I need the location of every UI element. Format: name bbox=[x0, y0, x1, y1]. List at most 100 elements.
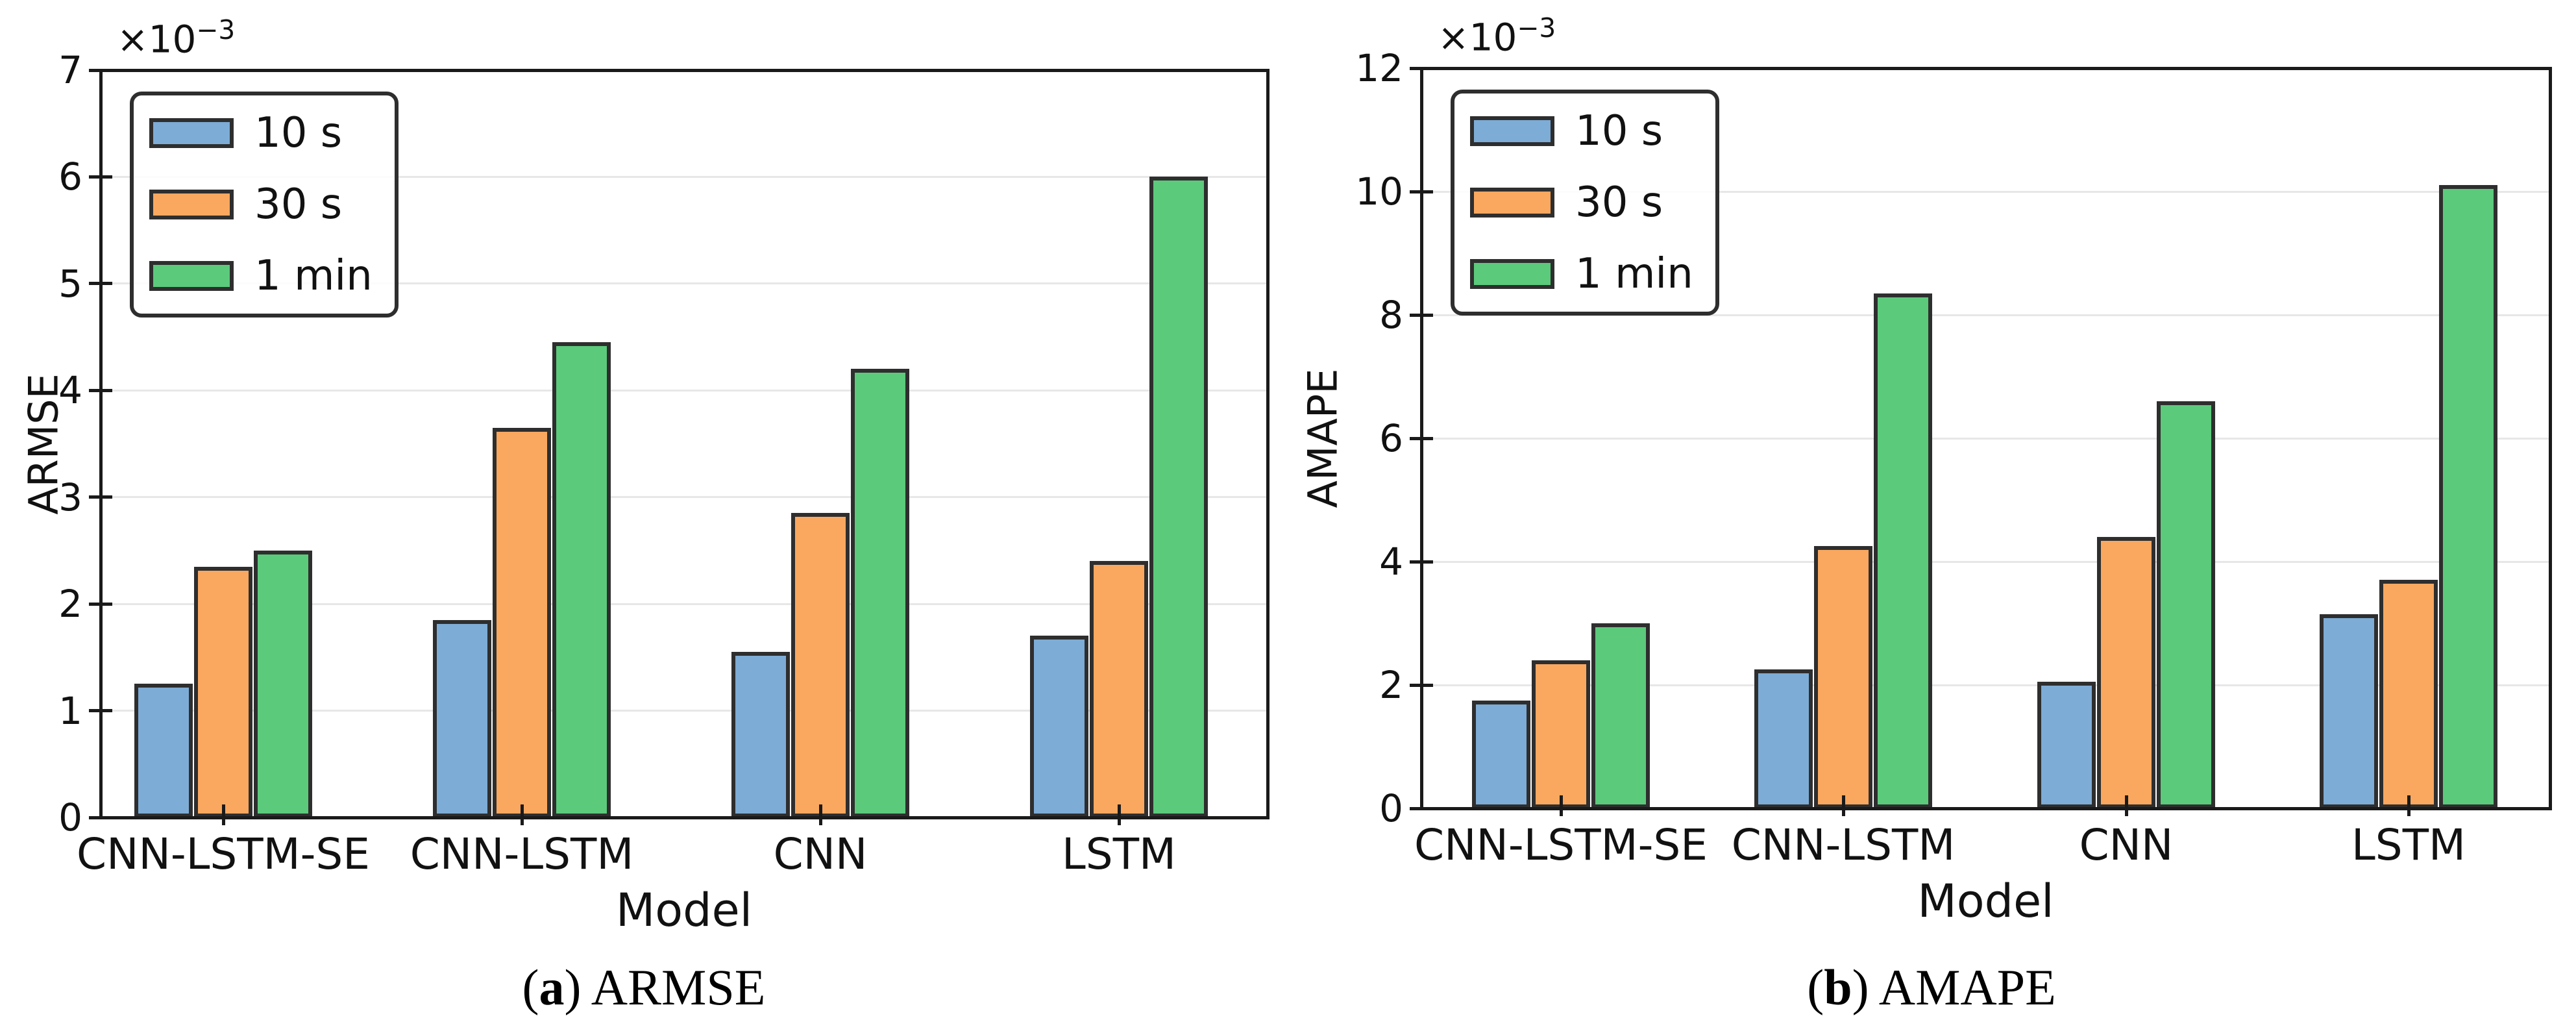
bar-10-s-cnn-lstm bbox=[433, 620, 491, 817]
offset-base: ×10 bbox=[117, 17, 197, 62]
legend-swatch-10s bbox=[149, 118, 234, 148]
bar-10-s-cnn bbox=[731, 652, 790, 817]
x-tick bbox=[1841, 795, 1845, 816]
legend-swatch-1min bbox=[149, 261, 234, 291]
y-tick-label-12: 12 bbox=[1355, 46, 1403, 90]
y-tick bbox=[1410, 683, 1433, 687]
legend-item-10s: 10 s bbox=[149, 112, 373, 154]
x-tick-label-cnn-lstm: CNN-LSTM bbox=[410, 829, 634, 879]
gridline bbox=[1421, 560, 2550, 563]
legend-label: 10 s bbox=[1575, 107, 1663, 155]
bar-10-s-cnn-lstm-se bbox=[134, 684, 193, 817]
bar-1-min-cnn-lstm bbox=[552, 342, 611, 817]
gridline bbox=[101, 389, 1268, 392]
y-tick-label-8: 8 bbox=[1379, 293, 1403, 337]
x-tick-label-cnn-lstm-se: CNN-LSTM-SE bbox=[1414, 820, 1708, 870]
gridline bbox=[101, 710, 1268, 712]
y-tick-label-6: 6 bbox=[1379, 416, 1403, 460]
y-tick-label-0: 0 bbox=[58, 795, 82, 840]
legend-swatch-30s bbox=[1470, 188, 1554, 218]
y-tick bbox=[1410, 66, 1433, 70]
bar-10-s-cnn-lstm bbox=[1754, 669, 1813, 808]
caption-a: (a) ARMSE bbox=[319, 960, 968, 1015]
legend-item-30s: 30 s bbox=[149, 184, 373, 225]
gridline bbox=[101, 496, 1268, 499]
gridline bbox=[1421, 684, 2550, 686]
x-tick bbox=[1559, 795, 1563, 816]
bar-30-s-cnn-lstm bbox=[493, 428, 551, 817]
legend-label: 1 min bbox=[254, 252, 373, 300]
legend-label: 30 s bbox=[254, 180, 343, 229]
bar-10-s-cnn-lstm-se bbox=[1472, 701, 1530, 808]
legend-item-1min: 1 min bbox=[149, 255, 373, 297]
y-axis-offset-label: ×10−3 bbox=[117, 17, 235, 58]
caption-b: (b) AMAPE bbox=[1607, 960, 2256, 1015]
y-tick bbox=[1410, 806, 1433, 810]
bar-30-s-cnn bbox=[2097, 537, 2155, 808]
bar-30-s-lstm bbox=[2379, 580, 2438, 808]
x-tick bbox=[520, 804, 524, 825]
bar-30-s-cnn bbox=[791, 513, 850, 817]
offset-base: ×10 bbox=[1438, 15, 1517, 60]
legend-item-1min: 1 min bbox=[1470, 253, 1693, 295]
bar-1-min-cnn bbox=[851, 369, 909, 817]
legend-label: 30 s bbox=[1575, 179, 1663, 227]
x-tick-label-cnn-lstm-se: CNN-LSTM-SE bbox=[77, 829, 370, 879]
y-tick-label-7: 7 bbox=[58, 48, 82, 92]
bar-30-s-cnn-lstm-se bbox=[194, 567, 252, 817]
y-tick bbox=[1410, 313, 1433, 317]
y-tick-label-2: 2 bbox=[1379, 663, 1403, 707]
gridline bbox=[101, 282, 1268, 285]
y-axis-offset-label: ×10−3 bbox=[1438, 15, 1556, 56]
x-tick-label-lstm: LSTM bbox=[2351, 820, 2466, 870]
bar-10-s-lstm bbox=[2320, 614, 2378, 808]
legend-item-10s: 10 s bbox=[1470, 110, 1693, 152]
x-tick-label-cnn-lstm: CNN-LSTM bbox=[1731, 820, 1956, 870]
bar-10-s-lstm bbox=[1030, 636, 1088, 817]
x-tick bbox=[2407, 795, 2410, 816]
offset-exponent: −3 bbox=[1517, 12, 1556, 44]
y-tick-label-6: 6 bbox=[58, 155, 82, 199]
caption-letter: a bbox=[539, 959, 565, 1015]
legend-swatch-30s bbox=[149, 190, 234, 219]
y-tick-label-1: 1 bbox=[58, 688, 82, 733]
legend-swatch-10s bbox=[1470, 116, 1554, 146]
legend-label: 10 s bbox=[254, 109, 343, 157]
gridline bbox=[1421, 190, 2550, 193]
bar-30-s-lstm bbox=[1090, 561, 1148, 817]
legend: 10 s 30 s 1 min bbox=[130, 92, 399, 317]
y-tick-label-4: 4 bbox=[1379, 540, 1403, 584]
x-axis-label: Model bbox=[1917, 875, 2054, 928]
legend-item-30s: 30 s bbox=[1470, 182, 1693, 223]
gridline bbox=[1421, 437, 2550, 440]
x-tick bbox=[1117, 804, 1121, 825]
y-tick-label-2: 2 bbox=[58, 582, 82, 627]
bar-1-min-lstm bbox=[2439, 185, 2497, 808]
bar-1-min-cnn-lstm bbox=[1874, 293, 1932, 808]
y-tick bbox=[1410, 190, 1433, 193]
bar-1-min-cnn bbox=[2157, 401, 2215, 808]
legend-swatch-1min bbox=[1470, 259, 1554, 289]
legend: 10 s 30 s 1 min bbox=[1451, 90, 1719, 316]
x-axis-label: Model bbox=[615, 884, 753, 937]
gridline bbox=[101, 603, 1268, 605]
bar-30-s-cnn-lstm bbox=[1814, 546, 1872, 808]
x-tick-label-cnn: CNN bbox=[2079, 820, 2174, 870]
bar-1-min-cnn-lstm-se bbox=[254, 551, 312, 817]
y-tick-label-10: 10 bbox=[1355, 169, 1403, 214]
x-tick bbox=[221, 804, 225, 825]
gridline bbox=[1421, 314, 2550, 316]
caption-open-paren: ( bbox=[522, 959, 539, 1015]
gridline bbox=[101, 175, 1268, 178]
x-tick bbox=[2124, 795, 2128, 816]
bar-10-s-cnn bbox=[2037, 682, 2096, 808]
y-tick bbox=[1410, 436, 1433, 440]
bar-1-min-cnn-lstm-se bbox=[1591, 623, 1650, 808]
caption-letter: b bbox=[1824, 959, 1852, 1015]
y-tick bbox=[1410, 560, 1433, 564]
x-tick-label-lstm: LSTM bbox=[1062, 829, 1176, 879]
bar-1-min-lstm bbox=[1149, 177, 1208, 817]
caption-text: ) ARMSE bbox=[564, 959, 766, 1015]
